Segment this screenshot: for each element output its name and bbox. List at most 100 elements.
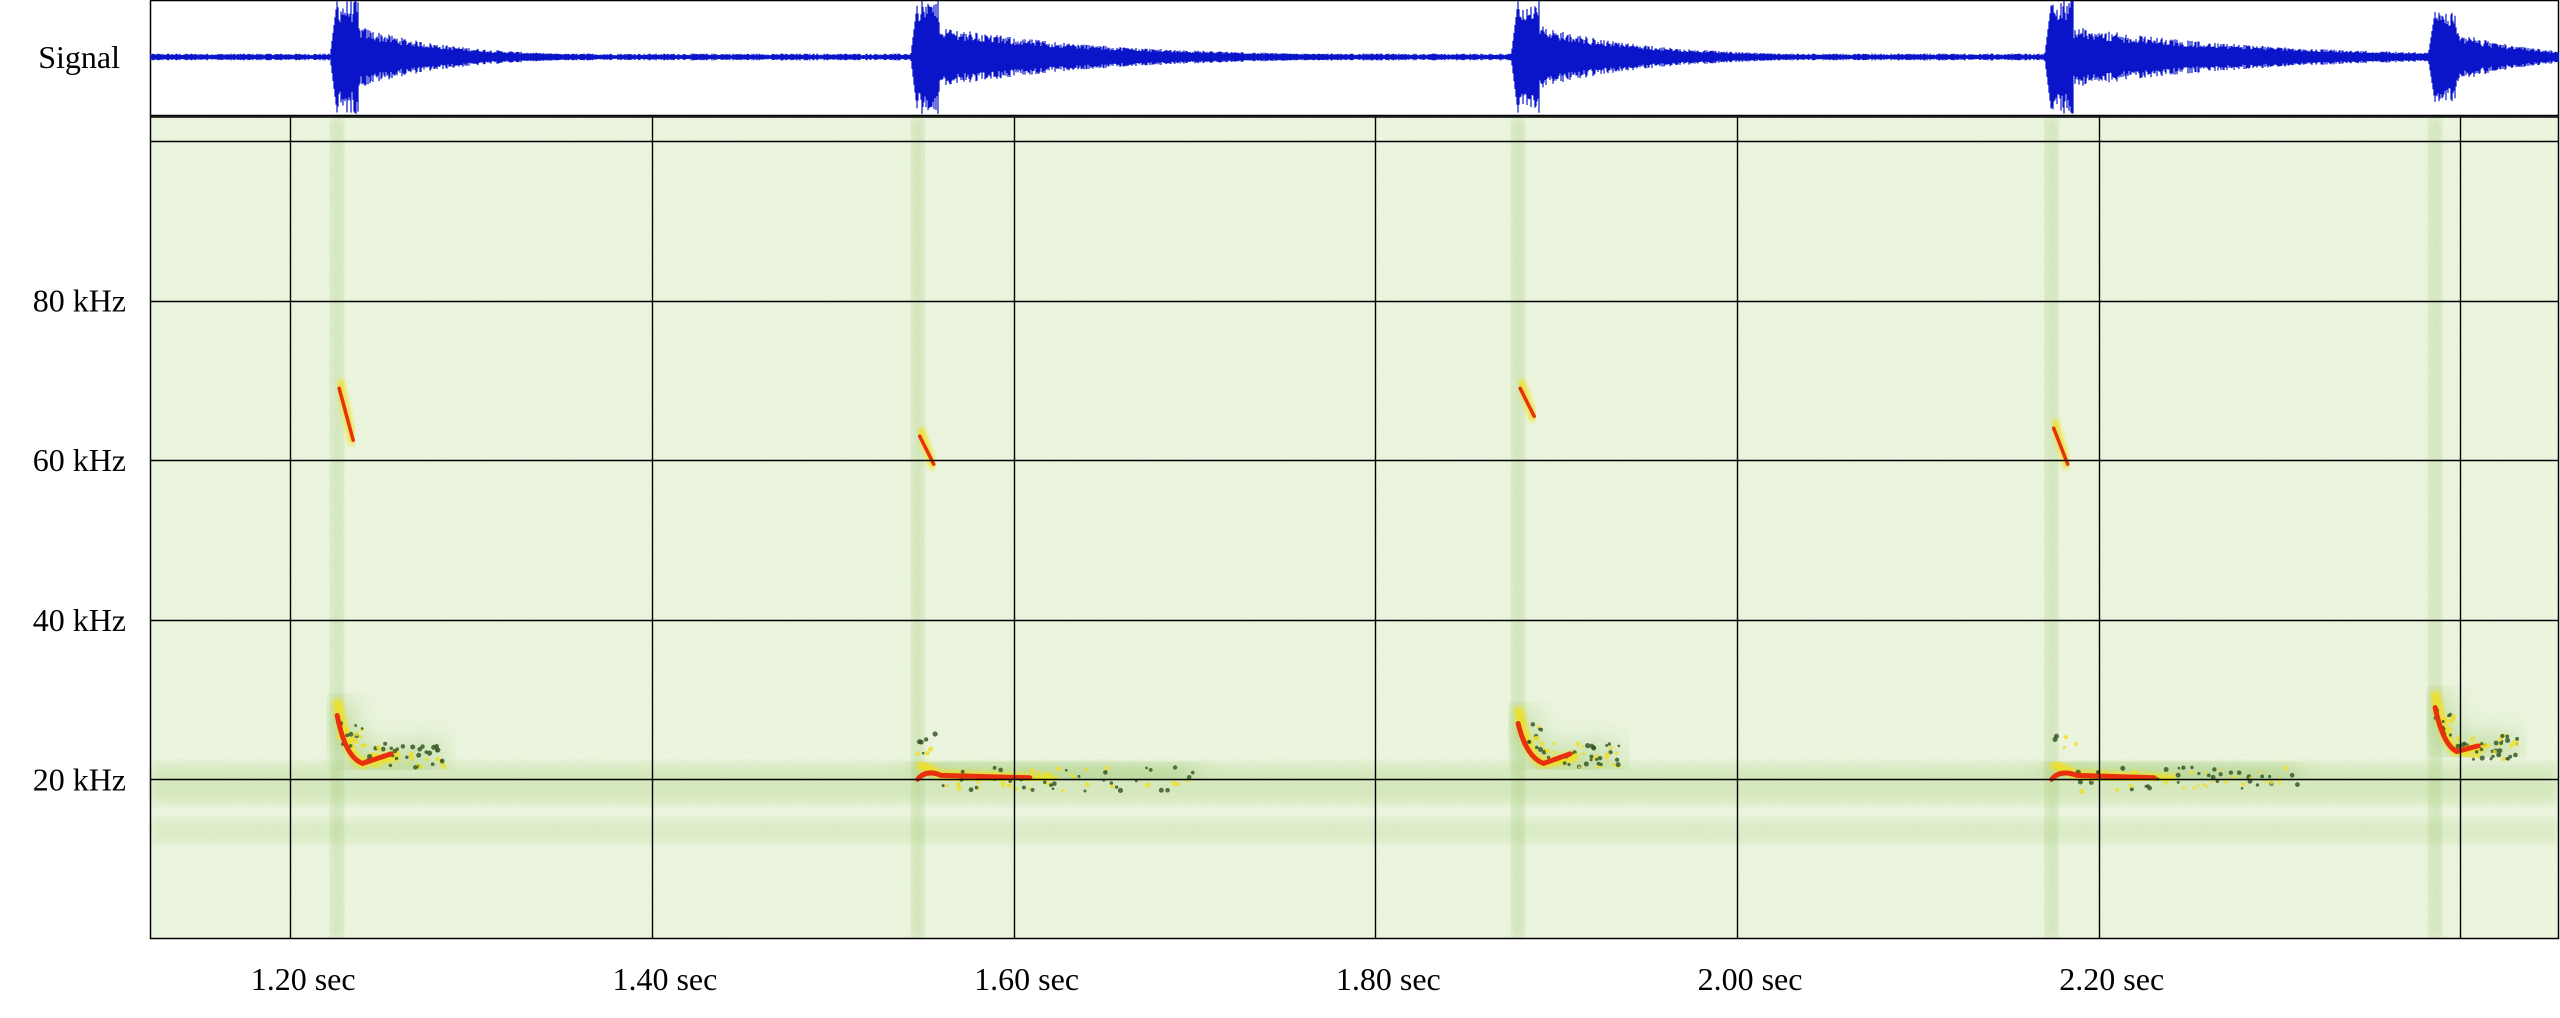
call-speckle <box>1615 762 1621 768</box>
call-2 <box>911 117 1195 939</box>
call-click-column <box>2429 117 2442 939</box>
call-speckle <box>1021 785 1026 790</box>
call-speckle <box>410 756 415 762</box>
call-core <box>2432 705 2481 755</box>
call-speckle <box>2205 785 2209 789</box>
waveform-ylabel: Signal <box>38 39 120 75</box>
call-speckle <box>1573 752 1579 758</box>
call-speckle <box>1165 787 1170 793</box>
call-speckle <box>441 764 447 770</box>
call-speckle <box>1109 781 1114 785</box>
call-speckle <box>1064 768 1068 772</box>
call-speckle <box>1599 762 1603 767</box>
call-speckle <box>1608 750 1613 755</box>
call-speckle <box>1581 745 1585 749</box>
call-5 <box>2424 117 2520 939</box>
call-speckle <box>1104 766 1110 771</box>
call-speckle <box>1172 765 1178 770</box>
call-speckle <box>2169 776 2173 780</box>
call-speckle <box>923 737 929 742</box>
x-tick-label: 1.20 sec <box>251 961 356 997</box>
call-speckle <box>2190 765 2194 770</box>
call-speckle <box>406 762 409 765</box>
call-speckle <box>1545 749 1549 754</box>
call-speckle <box>2204 771 2208 774</box>
call-speckle <box>410 744 416 750</box>
call-speckle <box>353 738 359 744</box>
call-speckle <box>1145 766 1148 770</box>
call-core <box>1515 721 1573 767</box>
call-speckle <box>1539 741 1545 747</box>
call-speckle <box>1595 754 1599 758</box>
call-speckle <box>2233 775 2238 779</box>
call-speckle <box>359 735 363 739</box>
call-speckle <box>2210 774 2216 780</box>
call-speckle <box>1030 787 1035 792</box>
spectrogram-marks <box>150 117 2559 939</box>
waveform-panel: Signal <box>38 0 2560 117</box>
call-speckle <box>2283 765 2289 771</box>
waveform-trace <box>150 1 2559 114</box>
call-speckle <box>1614 751 1619 755</box>
call-speckle <box>2052 736 2058 743</box>
call-speckle <box>1607 742 1612 746</box>
call-speckle <box>928 746 934 752</box>
call-speckle <box>1589 754 1594 759</box>
call-speckle <box>367 754 373 760</box>
x-axis-ticks: 1.20 sec 1.40 sec 1.60 sec 1.80 sec 2.00 sec… <box>251 961 2164 997</box>
call-click-column <box>331 117 344 939</box>
call-speckle <box>1534 735 1538 740</box>
call-speckle <box>960 769 965 774</box>
call-speckle <box>431 744 437 750</box>
call-speckle <box>2079 788 2085 794</box>
call-speckle <box>915 751 920 756</box>
call-speckle <box>2132 769 2138 775</box>
call-speckle <box>1186 774 1192 780</box>
call-speckle <box>1037 770 1040 774</box>
call-speckle <box>383 741 388 746</box>
call-speckle <box>1562 761 1567 766</box>
call-speckle <box>1575 741 1581 747</box>
call-click-column <box>1512 117 1525 939</box>
call-speckle <box>2456 736 2461 741</box>
call-speckle <box>439 758 445 764</box>
call-speckle <box>2445 728 2449 732</box>
call-speckle <box>2228 770 2234 775</box>
call-speckle <box>2115 787 2120 792</box>
call-speckle <box>1006 783 1012 788</box>
call-speckle <box>1077 774 1081 778</box>
call-speckle <box>2063 734 2068 740</box>
call-speckle <box>2489 757 2493 761</box>
call-speckle <box>1029 768 1035 773</box>
call-speckle <box>1614 757 1620 762</box>
call-speckle <box>1552 742 1556 746</box>
call-speckle <box>2500 757 2506 762</box>
call-speckle <box>916 739 922 745</box>
call-speckle <box>1044 771 1050 777</box>
call-speckle <box>1525 735 1528 738</box>
call-speckle <box>2279 782 2283 786</box>
call-speckle <box>1527 740 1531 744</box>
call-speckle <box>389 746 394 751</box>
call-speckle <box>932 731 938 737</box>
call-speckle <box>405 755 409 759</box>
call-speckle <box>1117 787 1124 794</box>
call-speckle <box>2202 783 2206 787</box>
call-speckle <box>2472 735 2476 739</box>
call-speckle <box>2197 771 2201 776</box>
call-speckle <box>976 780 980 784</box>
call-speckle <box>2443 717 2447 721</box>
call-speckle <box>417 746 423 752</box>
call-speckle <box>2496 752 2502 758</box>
call-core <box>2049 770 2157 782</box>
call-speckle <box>1611 762 1616 767</box>
call-speckle <box>1530 722 1536 727</box>
spectrogram-panel: 20 kHz 40 kHz 60 kHz 80 kHz 1.20 sec 1.40 se… <box>33 116 2560 997</box>
call-speckle <box>409 751 414 756</box>
call-speckle <box>1056 766 1061 772</box>
call-speckle <box>2497 737 2503 742</box>
call-speckle <box>2210 780 2214 784</box>
call-speckle <box>2455 743 2461 749</box>
call-speckle <box>2485 743 2491 748</box>
call-speckle <box>2175 772 2181 778</box>
